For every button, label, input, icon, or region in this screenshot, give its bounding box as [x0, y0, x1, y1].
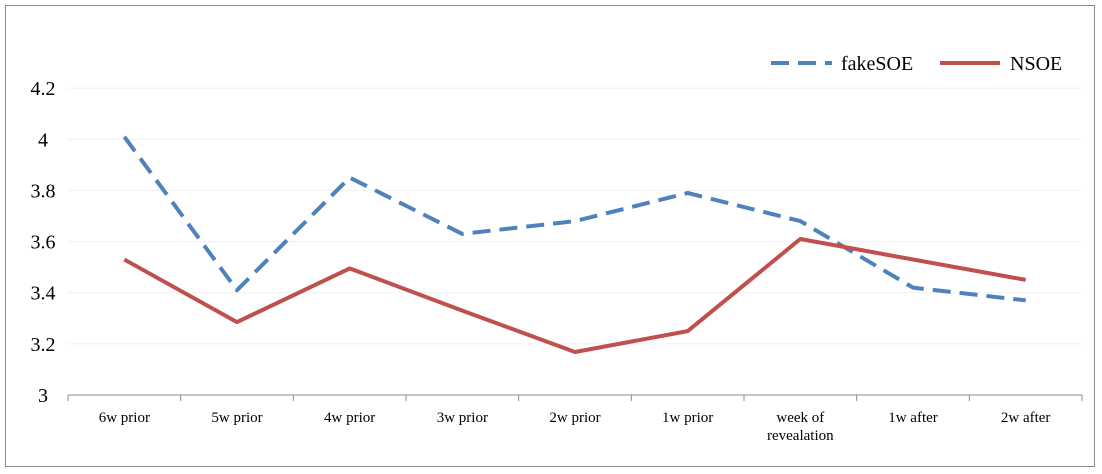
x-tick-label-8: 2w after: [1001, 410, 1051, 426]
data-point-fakeSOE-8: [1024, 298, 1028, 302]
x-tick-label-6: week of revealation: [767, 410, 834, 444]
y-tick-label-3.4: 3.4: [31, 283, 56, 305]
y-axis-tick-labels: 3 3.2 3.4 3.6 3.8 4 4.2: [31, 78, 56, 407]
x-tick-label-2: 4w prior: [324, 410, 375, 426]
data-point-fakeSOE-5: [686, 191, 690, 195]
x-axis-tick-labels: 6w prior 5w prior 4w prior 3w prior 2w prior…: [99, 410, 1051, 444]
data-point-fakeSOE-2: [348, 176, 352, 180]
series-line-NSOE: [123, 237, 1027, 354]
data-point-NSOE-5: [686, 329, 690, 333]
y-tick-label-3.6: 3.6: [31, 232, 56, 254]
data-point-NSOE-1: [235, 320, 239, 324]
series-lines: [122, 135, 1027, 354]
y-tick-label-3: 3: [38, 385, 48, 407]
x-tick-label-3: 3w prior: [437, 410, 488, 426]
y-tick-label-3.2: 3.2: [31, 334, 56, 356]
legend: fakeSOE NSOE: [771, 53, 1062, 75]
data-point-NSOE-0: [122, 257, 126, 261]
axes: [67, 394, 1083, 401]
x-tick-label-5: 1w prior: [662, 410, 713, 426]
data-point-fakeSOE-3: [460, 232, 464, 236]
x-tick-label-1: 5w prior: [211, 410, 262, 426]
data-point-NSOE-8: [1024, 278, 1028, 282]
data-point-fakeSOE-0: [122, 135, 126, 139]
legend-label-fakeSOE: fakeSOE: [841, 53, 913, 75]
data-point-NSOE-2: [348, 266, 352, 270]
data-point-NSOE-7: [911, 257, 915, 261]
x-tick-label-0: 6w prior: [99, 410, 150, 426]
data-point-fakeSOE-7: [911, 286, 915, 290]
data-point-NSOE-4: [573, 350, 577, 354]
series-line-fakeSOE: [122, 135, 1026, 303]
data-point-NSOE-6: [798, 237, 802, 241]
y-tick-label-4.2: 4.2: [31, 78, 56, 100]
y-tick-label-3.8: 3.8: [31, 180, 56, 202]
y-tick-label-4: 4: [38, 129, 48, 151]
chart-frame: [5, 5, 1095, 467]
data-point-fakeSOE-4: [573, 219, 577, 223]
x-tick-label-7: 1w after: [888, 410, 938, 426]
data-point-NSOE-3: [460, 309, 464, 313]
legend-label-NSOE: NSOE: [1010, 53, 1062, 75]
x-tick-label-4: 2w prior: [549, 410, 600, 426]
data-point-fakeSOE-6: [798, 219, 802, 223]
gridlines: [68, 87, 1082, 345]
data-point-fakeSOE-1: [235, 288, 239, 292]
